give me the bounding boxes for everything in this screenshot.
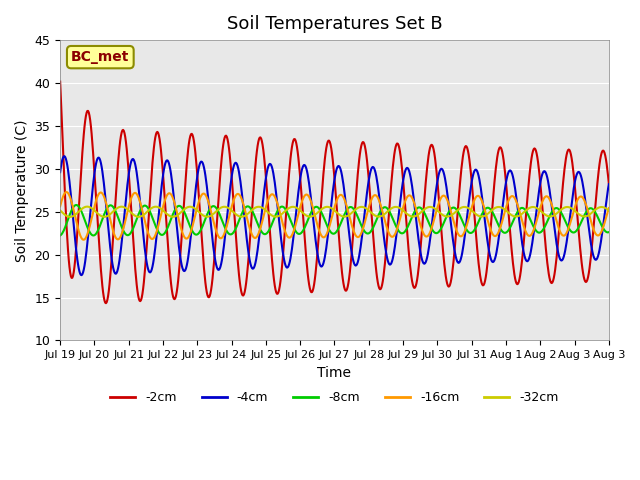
-16cm [605,205,612,211]
-8cm [222,227,230,233]
-32cm [67,214,74,220]
-16cm [423,234,431,240]
-4cm [56,169,64,175]
-8cm [56,233,64,239]
-2cm [222,133,230,139]
-8cm [73,202,81,208]
-32cm [392,204,400,210]
-16cm [223,223,230,229]
-16cm [392,228,400,234]
Line: -16cm: -16cm [60,192,609,240]
-16cm [80,237,88,242]
-2cm [56,79,64,84]
-32cm [423,205,431,211]
-32cm [56,208,64,214]
Line: -2cm: -2cm [60,82,609,303]
Line: -32cm: -32cm [60,206,609,217]
-16cm [250,235,258,240]
-8cm [392,223,399,228]
Legend: -2cm, -4cm, -8cm, -16cm, -32cm: -2cm, -4cm, -8cm, -16cm, -32cm [106,386,564,409]
-2cm [392,144,399,150]
Y-axis label: Soil Temperature (C): Soil Temperature (C) [15,119,29,262]
-32cm [223,204,230,210]
-8cm [270,216,278,222]
-16cm [56,204,64,209]
-8cm [122,231,129,237]
-4cm [223,216,230,222]
-2cm [270,277,278,283]
-2cm [250,189,257,195]
-4cm [61,153,68,159]
-8cm [422,214,430,220]
-16cm [63,189,70,195]
-4cm [250,264,258,270]
-4cm [605,181,612,187]
-32cm [271,214,278,219]
Text: BC_met: BC_met [71,50,129,64]
-4cm [271,180,278,185]
-32cm [122,205,130,211]
X-axis label: Time: Time [317,366,351,380]
-4cm [423,254,431,260]
-8cm [250,210,257,216]
-8cm [605,229,612,235]
-16cm [122,215,130,221]
Line: -8cm: -8cm [60,205,609,236]
Title: Soil Temperatures Set B: Soil Temperatures Set B [227,15,442,33]
-16cm [271,194,278,200]
-4cm [122,196,130,202]
-4cm [78,272,86,278]
-2cm [122,134,129,140]
-2cm [605,180,612,186]
-2cm [102,300,110,306]
-32cm [605,208,612,214]
Line: -4cm: -4cm [60,156,609,275]
-32cm [250,205,258,211]
-32cm [83,204,91,209]
-4cm [392,232,400,238]
-2cm [422,172,430,178]
